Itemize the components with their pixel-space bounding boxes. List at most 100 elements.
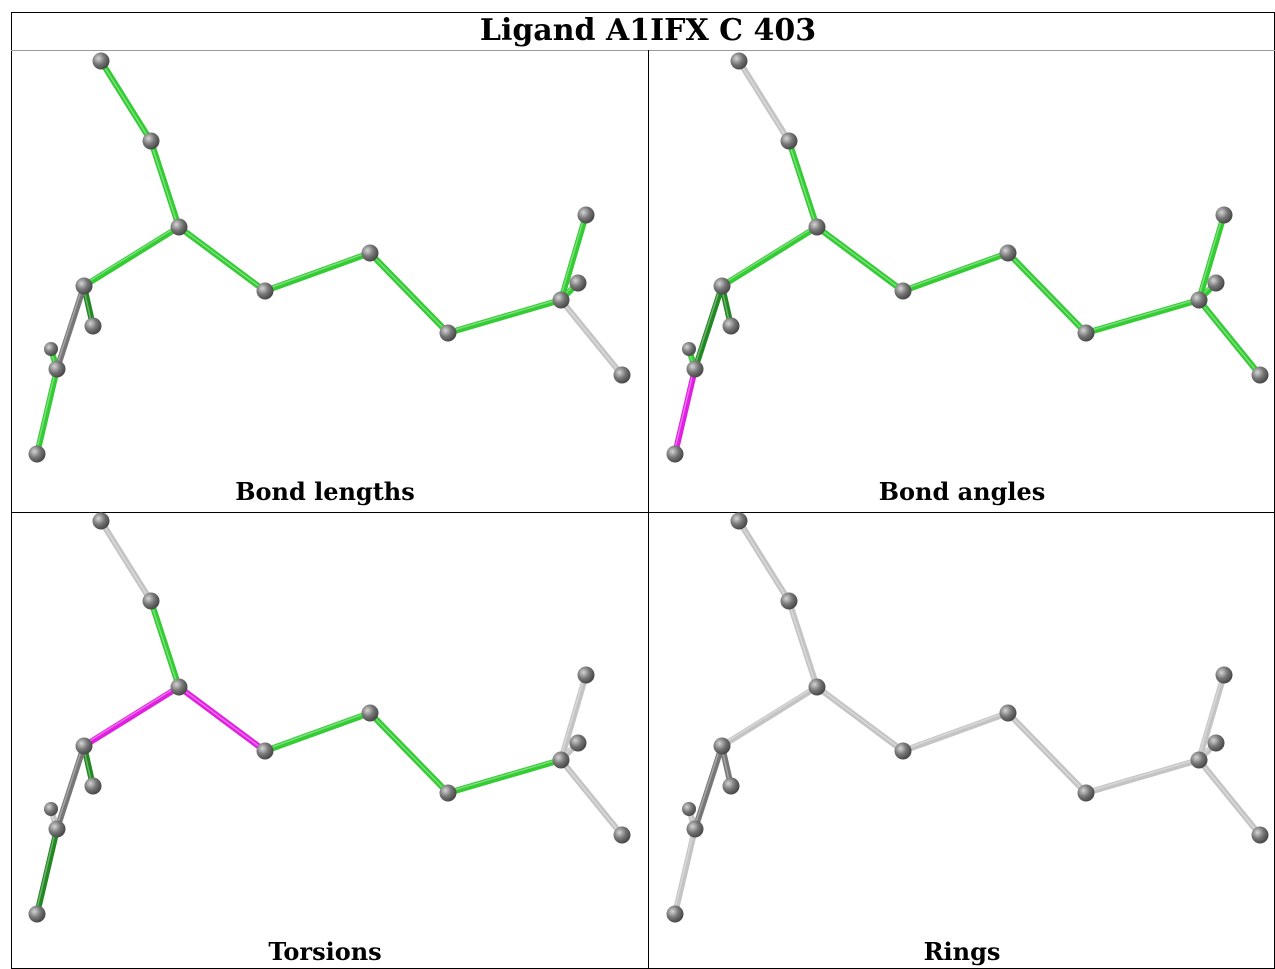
atom-torsions-12 <box>48 820 66 838</box>
atom-torsions-4 <box>361 704 379 722</box>
bond-torsions-8 <box>558 672 589 763</box>
bond-highlight-bond-angles-9 <box>1197 298 1260 375</box>
panel-label-bond-angles: Bond angles <box>879 477 1046 506</box>
atom-rings-7 <box>1215 666 1233 684</box>
atom-torsions-0 <box>92 512 110 530</box>
bond-highlight-torsions-4 <box>263 711 370 751</box>
bond-bond-angles-6 <box>1083 297 1202 336</box>
bond-rings-2 <box>719 684 820 749</box>
bond-rings-9 <box>1196 757 1263 838</box>
atom-bond-angles-3 <box>894 282 912 300</box>
atom-bond-angles-5 <box>1077 324 1095 342</box>
bond-highlight-bond-lengths-3 <box>177 225 265 291</box>
bond-highlight-torsions-9 <box>559 758 622 835</box>
bond-rings-11 <box>692 743 725 832</box>
bond-bond-angles-3 <box>814 224 906 294</box>
bond-highlight-rings-11 <box>693 744 722 829</box>
bond-highlight-torsions-6 <box>446 758 561 793</box>
bond-bond-angles-5 <box>1005 250 1089 336</box>
atom-bond-lengths-12 <box>48 360 66 378</box>
atom-bond-lengths-3 <box>256 282 274 300</box>
atom-bond-lengths-14 <box>28 445 46 463</box>
bond-rings-0 <box>736 518 792 604</box>
atom-bond-lengths-0 <box>92 52 110 70</box>
atom-bond-angles-2 <box>808 218 826 236</box>
bond-highlight-bond-lengths-0 <box>99 59 151 141</box>
atom-torsions-13 <box>44 802 58 816</box>
atom-rings-10 <box>713 737 731 755</box>
atom-torsions-8 <box>569 734 587 752</box>
atom-bond-lengths-8 <box>569 274 587 292</box>
bond-rings-6 <box>1083 757 1202 796</box>
atom-rings-5 <box>1077 784 1095 802</box>
bond-torsions-2 <box>81 684 182 749</box>
atom-torsions-7 <box>577 666 595 684</box>
bond-rings-4 <box>900 710 1011 754</box>
bond-rings-5 <box>1005 710 1089 796</box>
panel-torsions <box>28 512 631 923</box>
atom-torsions-10 <box>75 737 93 755</box>
atom-bond-angles-4 <box>999 244 1017 262</box>
bond-bond-angles-11 <box>692 283 725 372</box>
bond-highlight-bond-lengths-6 <box>446 298 561 333</box>
atom-rings-0 <box>730 512 748 530</box>
atom-rings-6 <box>1190 751 1208 769</box>
bond-highlight-torsions-8 <box>559 673 586 760</box>
bond-highlight-torsions-11 <box>55 744 84 829</box>
bond-highlight-rings-2 <box>720 685 817 746</box>
atom-torsions-9 <box>613 826 631 844</box>
bond-highlight-bond-angles-1 <box>787 139 817 227</box>
atom-bond-lengths-5 <box>439 324 457 342</box>
bond-torsions-6 <box>445 757 564 796</box>
bond-rings-8 <box>1196 672 1227 763</box>
atom-bond-angles-7 <box>1215 206 1233 224</box>
bond-highlight-bond-lengths-1 <box>149 139 179 227</box>
bond-highlight-bond-lengths-8 <box>559 213 586 300</box>
atom-rings-2 <box>808 678 826 696</box>
bond-highlight-rings-5 <box>1006 711 1086 793</box>
bond-bond-lengths-2 <box>81 224 182 289</box>
atom-rings-9 <box>1251 826 1269 844</box>
atom-bond-angles-11 <box>722 317 740 335</box>
atom-rings-1 <box>780 592 798 610</box>
atom-rings-8 <box>1207 734 1225 752</box>
atom-rings-13 <box>682 802 696 816</box>
bond-highlight-torsions-13 <box>35 827 57 914</box>
bond-highlight-bond-angles-6 <box>1084 298 1199 333</box>
bond-highlight-rings-0 <box>737 519 789 601</box>
figure-title: Ligand A1IFX C 403 <box>480 13 816 48</box>
bond-highlight-bond-lengths-2 <box>82 225 179 286</box>
panel-label-bond-lengths: Bond lengths <box>235 477 415 506</box>
atom-bond-angles-10 <box>713 277 731 295</box>
bond-highlight-torsions-5 <box>368 711 448 793</box>
bond-rings-1 <box>786 598 820 690</box>
atom-bond-lengths-6 <box>552 291 570 309</box>
atom-torsions-6 <box>552 751 570 769</box>
atom-rings-14 <box>666 905 684 923</box>
bond-torsions-1 <box>148 598 182 690</box>
atom-rings-3 <box>894 742 912 760</box>
atom-torsions-2 <box>170 678 188 696</box>
atom-torsions-1 <box>142 592 160 610</box>
bond-bond-lengths-3 <box>176 224 268 294</box>
atom-torsions-14 <box>28 905 46 923</box>
panel-label-rings: Rings <box>924 937 1001 966</box>
bond-highlight-bond-lengths-9 <box>559 298 622 375</box>
atom-bond-angles-8 <box>1207 274 1225 292</box>
atom-bond-lengths-2 <box>170 218 188 236</box>
bond-bond-angles-2 <box>719 224 820 289</box>
bond-torsions-9 <box>558 757 625 838</box>
bond-highlight-torsions-2 <box>82 685 179 746</box>
atom-bond-lengths-11 <box>84 317 102 335</box>
bond-highlight-bond-angles-13 <box>673 367 695 454</box>
bond-highlight-rings-9 <box>1197 758 1260 835</box>
atom-bond-lengths-7 <box>577 206 595 224</box>
panel-rings <box>666 512 1269 923</box>
atom-bond-lengths-9 <box>613 366 631 384</box>
bond-torsions-11 <box>54 743 87 832</box>
panel-bond-angles <box>666 52 1269 463</box>
bond-highlight-bond-angles-2 <box>720 225 817 286</box>
bond-torsions-5 <box>367 710 451 796</box>
bond-bond-angles-0 <box>736 58 792 144</box>
